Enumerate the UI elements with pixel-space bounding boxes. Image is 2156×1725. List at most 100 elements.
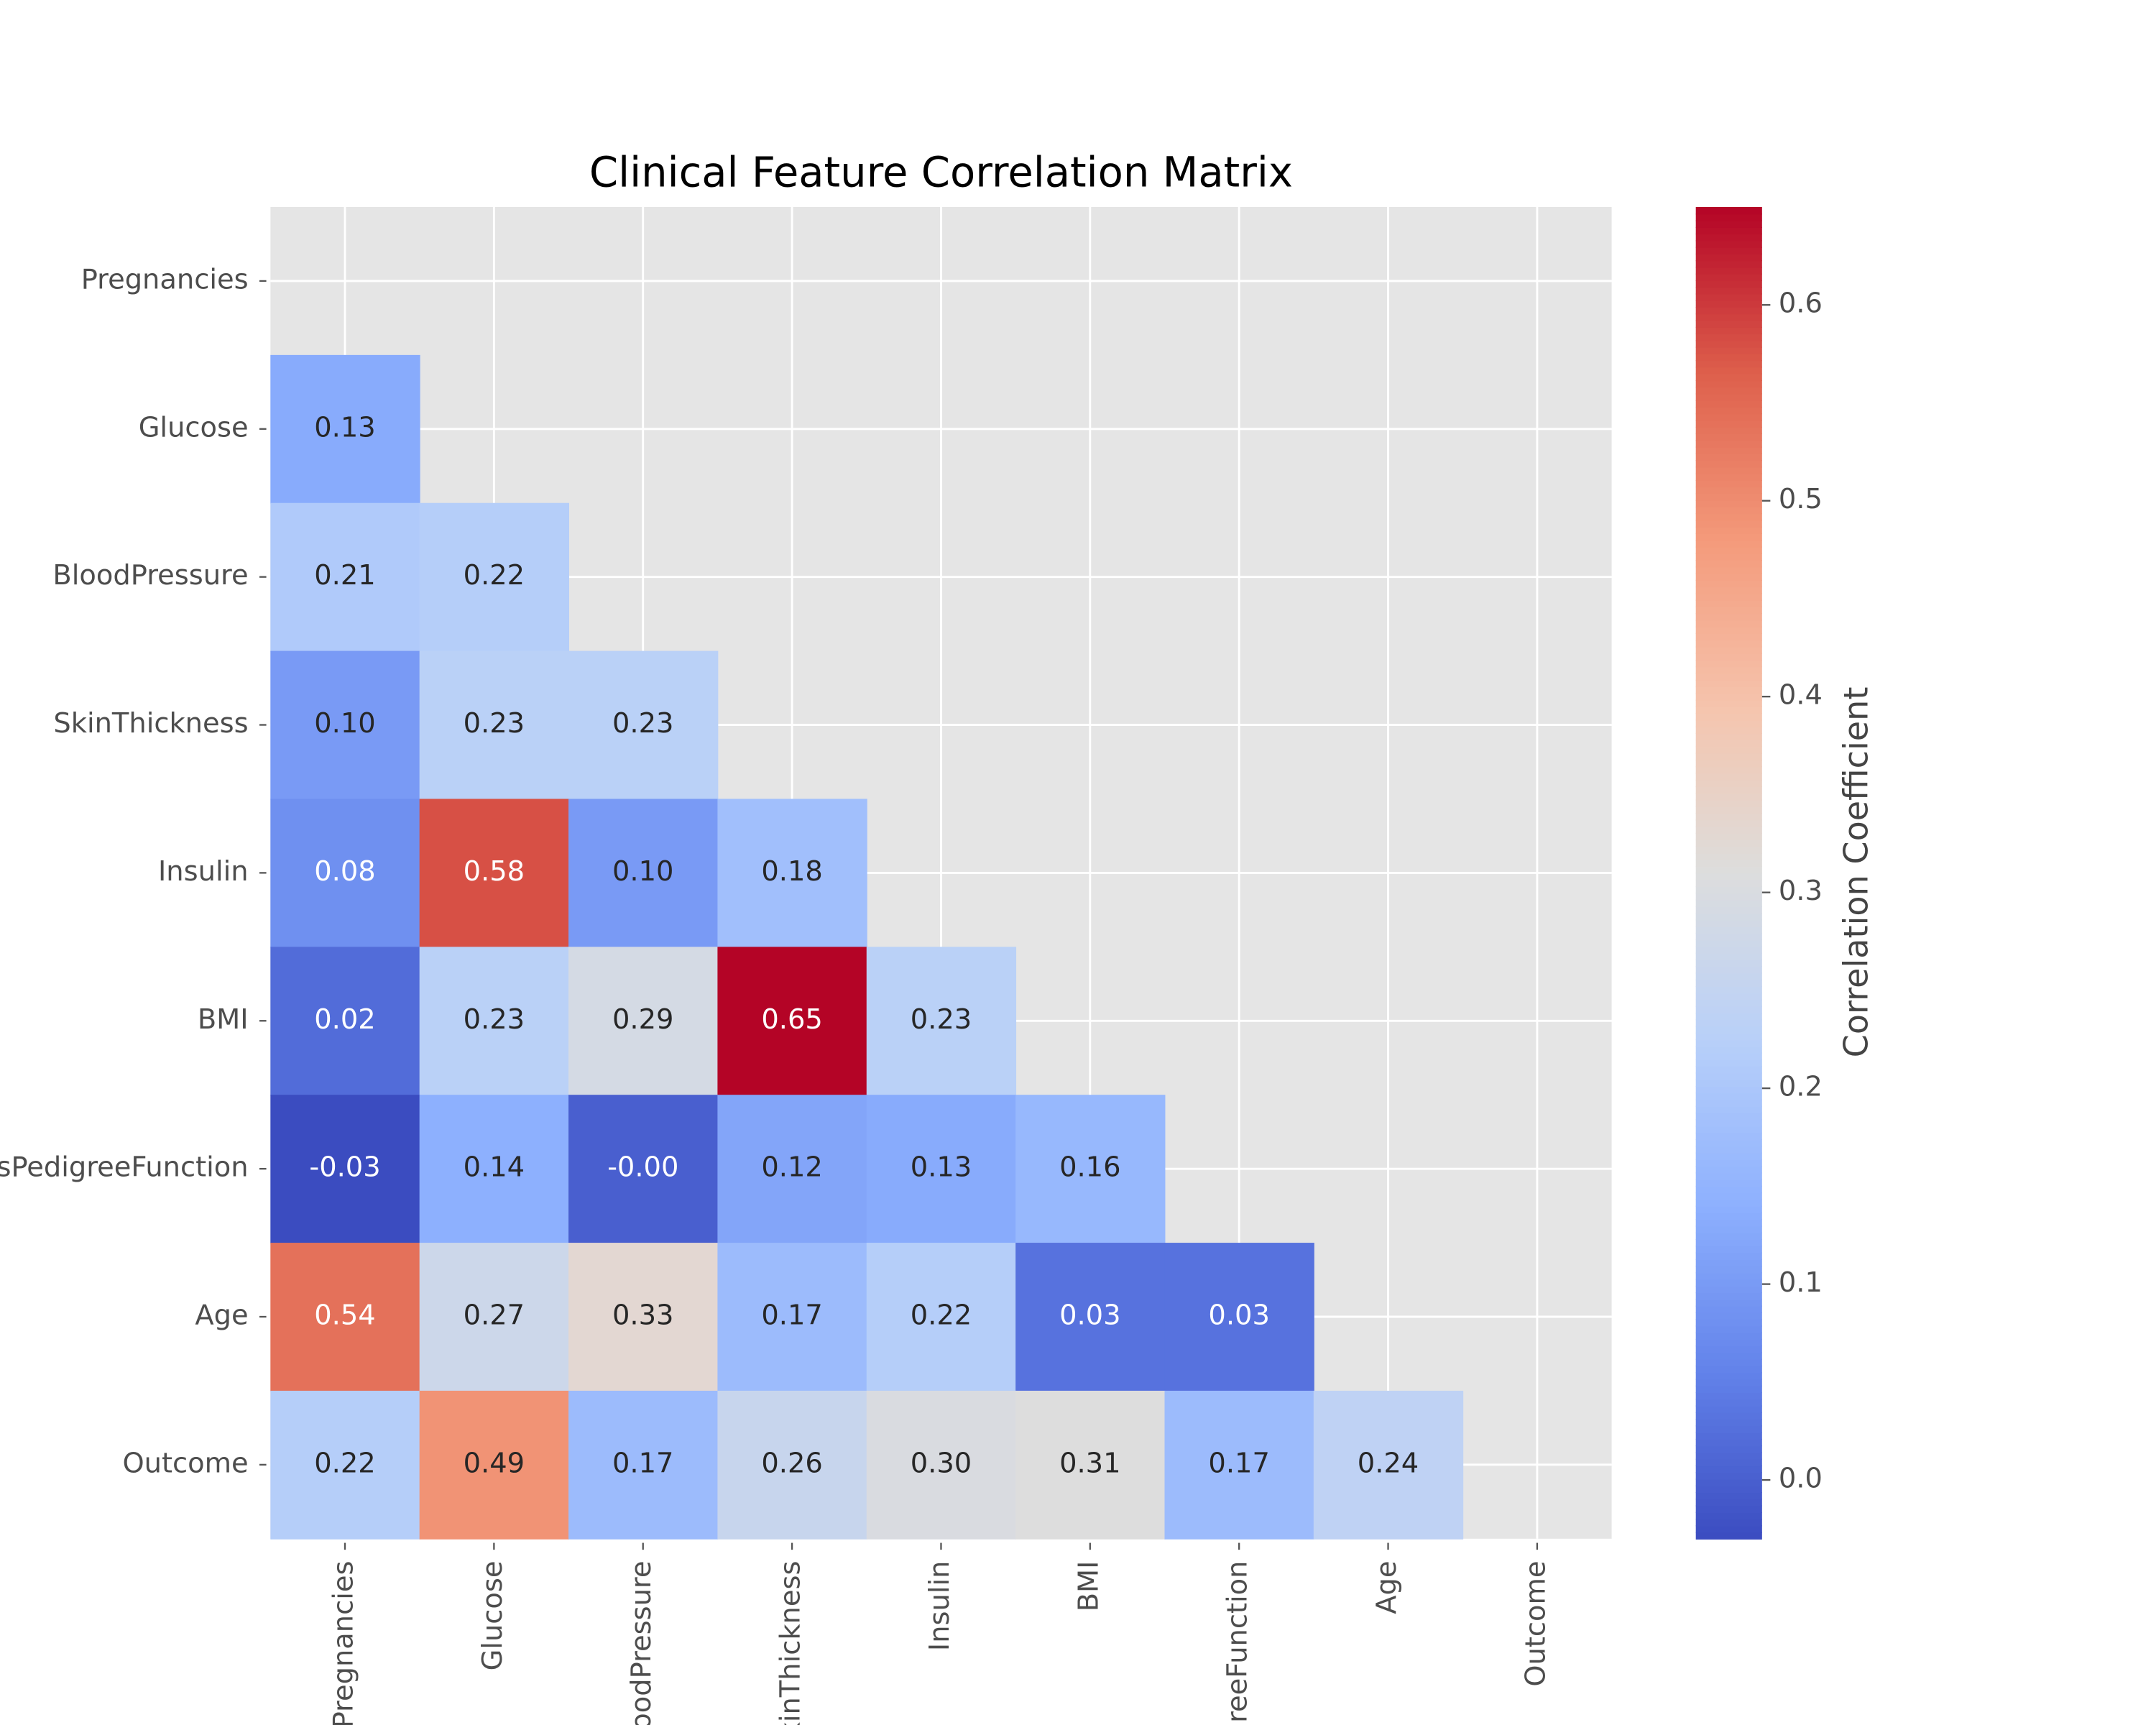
colorbar-segment [1695,353,1762,362]
colorbar-segment [1695,713,1762,721]
colorbar-segment [1695,493,1762,501]
colorbar-segment [1695,906,1762,914]
colorbar-segment [1695,267,1762,275]
heatmap-cell [866,1390,1017,1540]
colorbar-segment [1695,306,1762,315]
colorbar-segment [1695,840,1762,847]
colorbar-segment [1695,513,1762,521]
colorbar-segment [1695,526,1762,535]
colorbar-segment [1695,420,1762,428]
colorbar-segment [1695,579,1762,588]
heatmap-cell [270,650,420,800]
colorbar-segment [1695,613,1762,621]
colorbar-segment [1695,1085,1762,1094]
y-tick-label: Pregnancies [81,263,249,295]
colorbar-segment [1695,593,1762,601]
colorbar-segment [1695,473,1762,481]
cell-label: 0.10 [612,855,673,888]
colorbar-segment [1695,393,1762,401]
cell-label: 0.14 [464,1151,525,1184]
colorbar-segment [1695,1246,1762,1254]
colorbar-segment [1695,1199,1762,1207]
cell-label: 0.54 [314,1300,375,1332]
cell-label: 0.49 [464,1447,525,1479]
colorbar-segment [1695,566,1762,574]
colorbar-segment [1695,1152,1762,1160]
colorbar-segment [1695,732,1762,741]
cell-label: 0.27 [464,1300,525,1332]
colorbar-segment [1695,300,1762,308]
colorbar-segment [1695,693,1762,701]
colorbar-segment [1695,280,1762,288]
colorbar-segment [1695,1299,1762,1307]
x-tick-label: Outcome [1519,1561,1552,1687]
heatmap-cell [717,1095,867,1244]
colorbar-segment [1695,1179,1762,1187]
colorbar-segment [1695,753,1762,761]
colorbar-segment [1695,1491,1762,1500]
cell-label: 0.18 [761,855,822,888]
heatmap-cell [717,1243,867,1392]
heatmap-cell [270,1390,420,1540]
colorbar-segment [1695,606,1762,615]
colorbar-segment [1695,1259,1762,1267]
cell-label: 0.12 [761,1151,822,1184]
colorbar-segment [1695,487,1762,494]
colorbar-segment [1695,1292,1762,1300]
cell-label: 0.17 [1208,1447,1269,1479]
colorbar-segment [1695,426,1762,435]
colorbar-segment [1695,1046,1762,1054]
colorbar-segment [1695,952,1762,960]
colorbar-segment [1695,719,1762,727]
colorbar-segment [1695,779,1762,788]
colorbar-segment [1695,1219,1762,1227]
heatmap-cell [419,650,569,800]
y-tick-label: BloodPressure [52,559,248,592]
colorbar-segment [1695,1438,1762,1447]
colorbar-segment [1695,247,1762,254]
colorbar-segment [1695,673,1762,681]
colorbar-segment [1695,1379,1762,1386]
y-tick-label: Age [195,1300,248,1332]
colorbar-segment [1695,993,1762,1000]
colorbar-segment [1695,1072,1762,1080]
colorbar-segment [1695,1166,1762,1174]
y-tick-label: SkinThickness [53,707,248,740]
cell-label: 0.21 [314,559,375,592]
colorbar-segment [1695,406,1762,415]
heatmap-cell [270,1095,420,1244]
colorbar-segment [1695,832,1762,841]
colorbar-segment [1695,799,1762,807]
y-tick-label: Insulin [158,855,249,888]
colorbar-segment [1695,740,1762,748]
colorbar-segment [1695,260,1762,268]
colorbar-segment [1695,1265,1762,1274]
colorbar-segment [1695,1119,1762,1127]
x-tick-label: Age [1370,1561,1403,1614]
colorbar-tick-label: 0.4 [1779,679,1823,712]
heatmap-cell [1164,1390,1314,1540]
colorbar-segment [1695,293,1762,301]
colorbar-segment [1695,326,1762,335]
colorbar-segment [1695,659,1762,668]
cell-label: 0.65 [761,1003,822,1036]
colorbar-segment [1695,786,1762,794]
cell-label: 0.10 [314,707,375,740]
colorbar-segment [1695,1352,1762,1360]
heatmap-cell [419,1390,569,1540]
colorbar-segment [1695,726,1762,735]
cell-label: 0.03 [1208,1300,1269,1332]
cell-label: 0.23 [464,1003,525,1036]
colorbar-segment [1695,766,1762,774]
heatmap-cell [866,1243,1017,1392]
colorbar-segment [1695,1032,1762,1041]
colorbar-segment [1695,1305,1762,1313]
colorbar-segment [1695,1205,1762,1214]
colorbar-segment [1695,453,1762,461]
colorbar-segment [1695,213,1762,221]
colorbar-segment [1695,706,1762,714]
colorbar-segment [1695,533,1762,541]
colorbar-segment [1695,1385,1762,1394]
colorbar-segment [1695,1399,1762,1407]
